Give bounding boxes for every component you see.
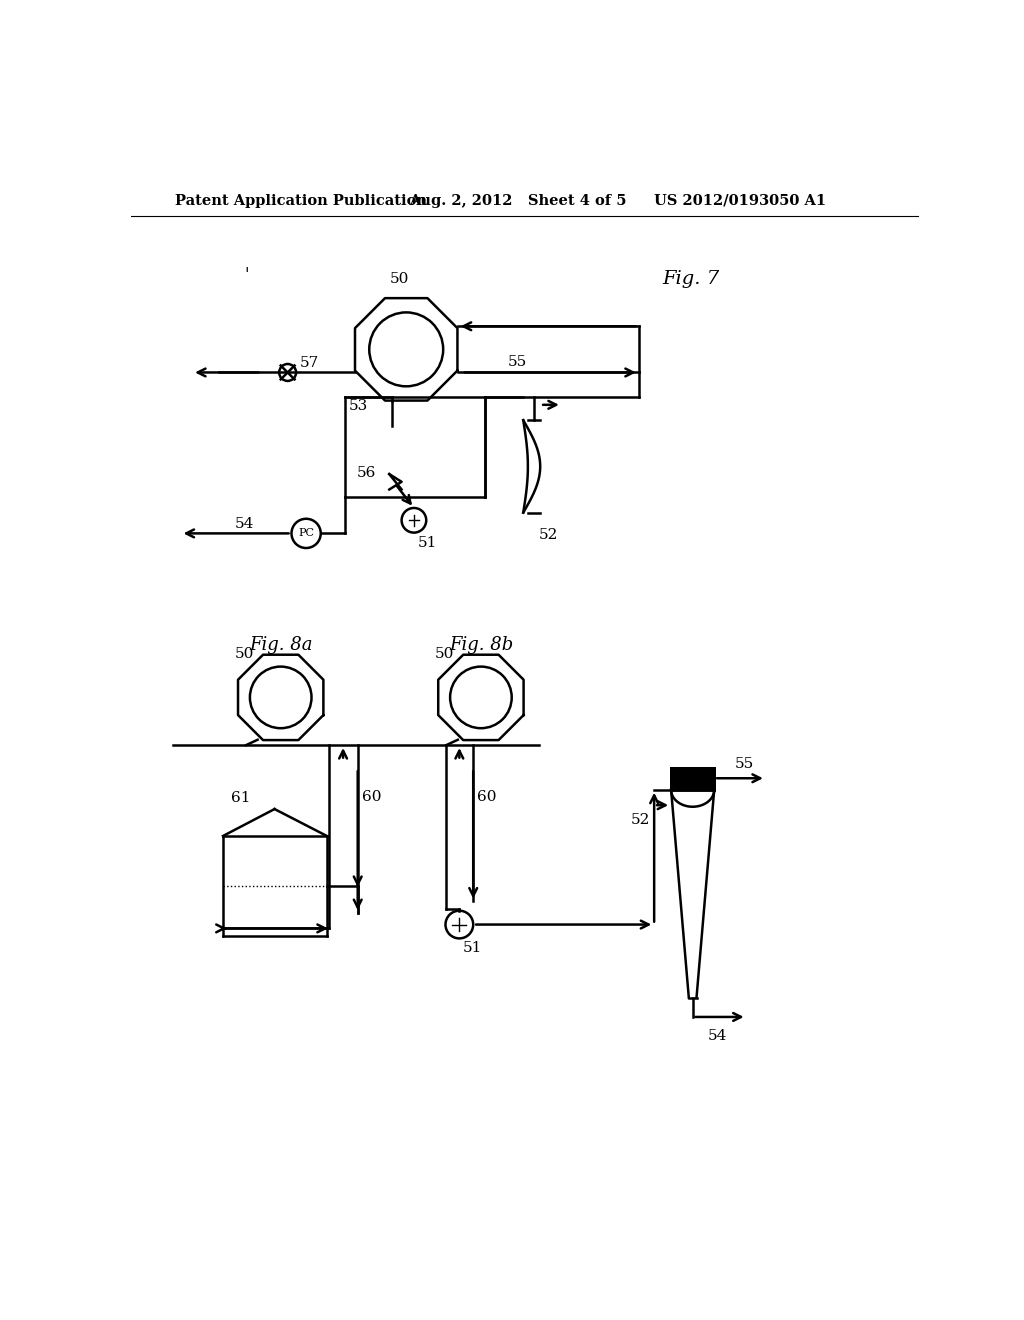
Text: Aug. 2, 2012   Sheet 4 of 5: Aug. 2, 2012 Sheet 4 of 5 bbox=[410, 194, 627, 207]
Text: Patent Application Publication: Patent Application Publication bbox=[175, 194, 427, 207]
Text: Fig. 8b: Fig. 8b bbox=[449, 636, 513, 653]
Text: 52: 52 bbox=[539, 528, 558, 543]
Text: 51: 51 bbox=[463, 941, 482, 956]
Text: ': ' bbox=[245, 267, 249, 284]
Text: US 2012/0193050 A1: US 2012/0193050 A1 bbox=[654, 194, 826, 207]
Text: Fig. 7: Fig. 7 bbox=[662, 271, 719, 288]
Text: 50: 50 bbox=[234, 647, 254, 661]
Text: 50: 50 bbox=[389, 272, 409, 285]
Text: 53: 53 bbox=[348, 399, 368, 413]
Text: 55: 55 bbox=[508, 355, 527, 368]
Text: 52: 52 bbox=[631, 813, 650, 826]
Text: 55: 55 bbox=[735, 756, 755, 771]
Text: 54: 54 bbox=[708, 1028, 727, 1043]
Text: Fig. 8a: Fig. 8a bbox=[249, 636, 312, 653]
Text: 54: 54 bbox=[234, 517, 254, 531]
Text: 57: 57 bbox=[300, 356, 319, 370]
Text: 50: 50 bbox=[435, 647, 454, 661]
Text: 51: 51 bbox=[418, 536, 437, 549]
Text: PC: PC bbox=[298, 528, 314, 539]
Text: 56: 56 bbox=[357, 466, 376, 480]
Text: 61: 61 bbox=[230, 791, 250, 805]
Text: 60: 60 bbox=[477, 789, 497, 804]
Text: 60: 60 bbox=[361, 789, 381, 804]
